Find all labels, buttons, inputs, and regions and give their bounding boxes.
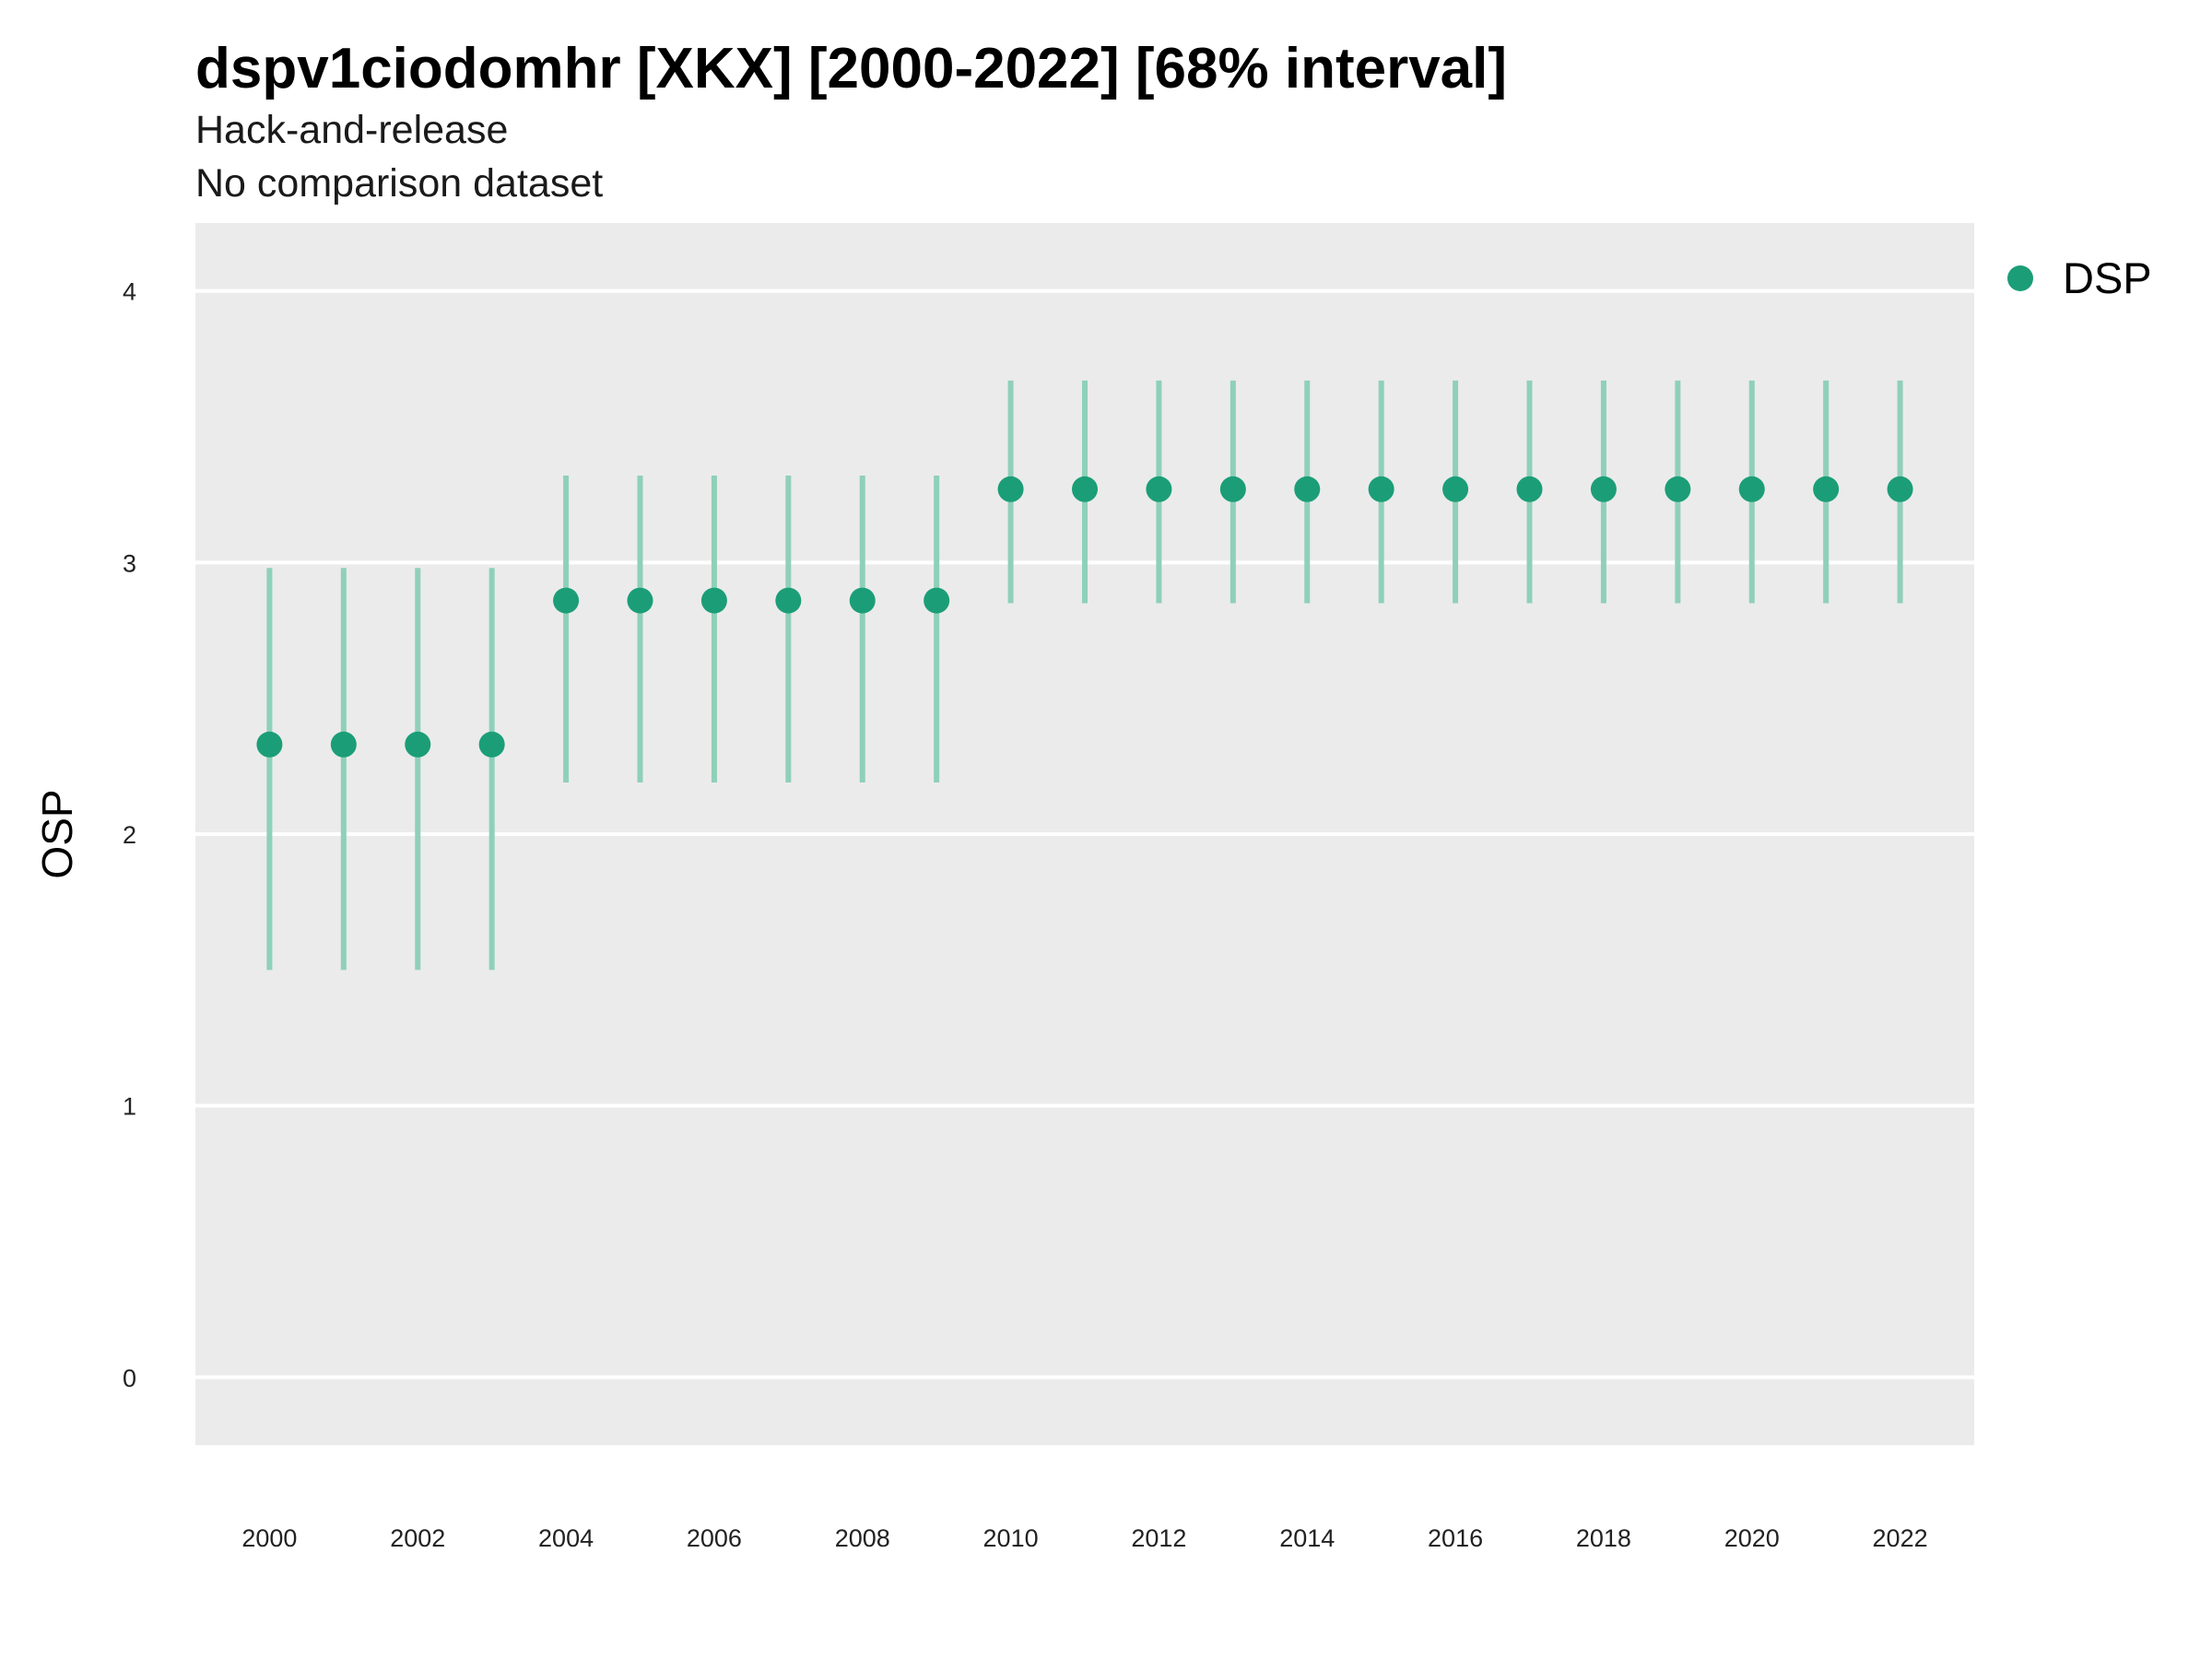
point-2006 [700,587,727,614]
point-2005 [627,587,653,614]
x-tick-label-2018: 2018 [1576,1524,1631,1552]
point-2001 [330,731,357,758]
x-tick-labels: 2000 2002 2004 2006 2008 2010 2012 2014 2016 2018… [241,1524,1927,1552]
x-tick-label-2008: 2008 [835,1524,890,1552]
point-2013 [1219,476,1246,502]
chart-title: dspv1ciodomhr [XKX] [2000-2022] [68% int… [195,37,1507,100]
legend-marker-dsp [2007,265,2033,291]
point-2015 [1368,476,1394,502]
point-2021 [1813,476,1840,502]
point-2008 [849,587,876,614]
point-2014 [1294,476,1321,502]
legend-label-dsp: DSP [2063,253,2152,302]
x-tick-label-2010: 2010 [983,1524,1039,1552]
point-2019 [1665,476,1691,502]
point-2022 [1887,476,1913,502]
data-points [256,476,1913,758]
legend: DSP [2007,253,2152,302]
point-2017 [1516,476,1543,502]
point-2009 [924,587,950,614]
y-tick-label-4: 4 [123,278,136,306]
point-2002 [405,731,431,758]
x-tick-label-2020: 2020 [1724,1524,1780,1552]
point-2012 [1146,476,1172,502]
x-tick-label-2002: 2002 [390,1524,445,1552]
x-tick-label-2012: 2012 [1131,1524,1186,1552]
y-tick-label-0: 0 [123,1364,136,1392]
x-tick-label-2022: 2022 [1873,1524,1928,1552]
chart-subtitle: Hack-and-release [195,108,508,152]
x-tick-label-2006: 2006 [687,1524,742,1552]
x-tick-label-2000: 2000 [241,1524,297,1552]
point-2018 [1590,476,1617,502]
point-2000 [256,731,283,758]
x-tick-label-2004: 2004 [538,1524,594,1552]
point-2007 [775,587,802,614]
y-tick-label-1: 1 [123,1093,136,1121]
point-2010 [997,476,1024,502]
point-2020 [1738,476,1765,502]
y-tick-label-3: 3 [123,549,136,577]
point-2003 [478,731,505,758]
x-tick-label-2014: 2014 [1279,1524,1335,1552]
chart-subtitle-secondary: No comparison dataset [195,161,603,206]
point-2011 [1072,476,1098,502]
x-tick-label-2016: 2016 [1428,1524,1483,1552]
y-tick-labels: 0 1 2 3 4 [123,278,136,1393]
point-2016 [1442,476,1469,502]
y-axis-label: OSP [33,789,81,878]
point-2004 [553,587,580,614]
y-tick-label-2: 2 [123,821,136,849]
